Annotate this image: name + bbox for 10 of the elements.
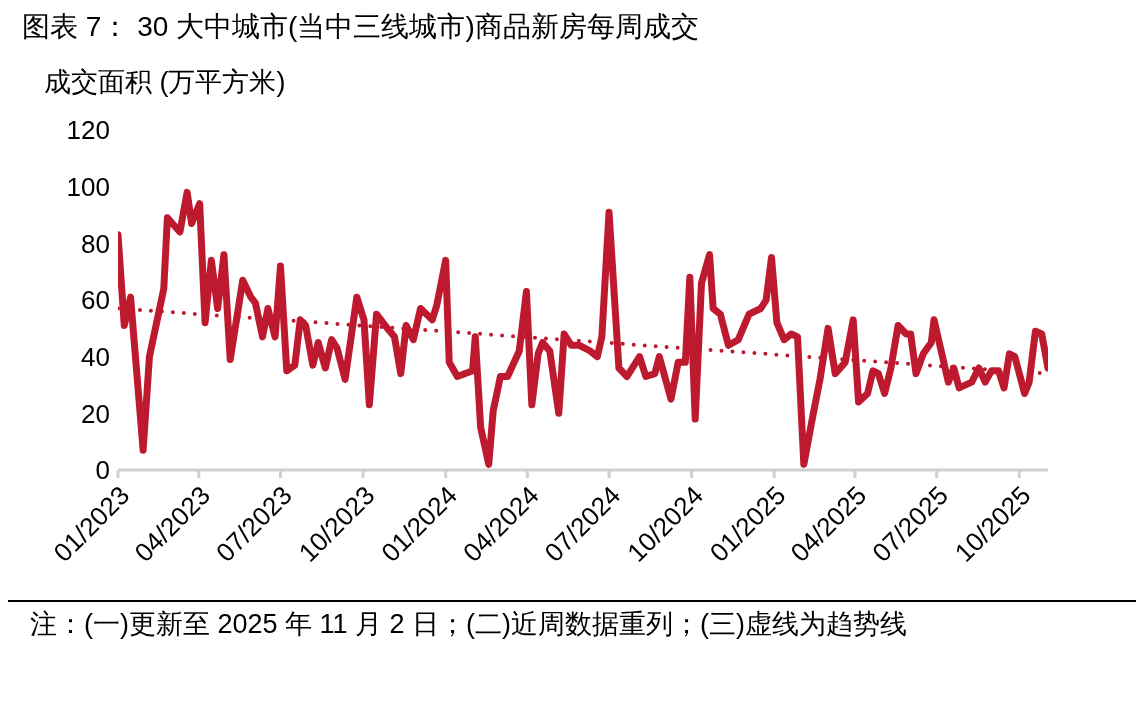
y-tick-label: 40 <box>81 341 110 372</box>
text: 注：(一)更新至 2025 年 11 月 2 日；(二)近周数据重列；(三)虚线为趋势线 <box>30 609 908 639</box>
y-tick-label: 80 <box>81 228 110 259</box>
y-tick-label: 0 <box>95 455 110 486</box>
y-tick-label: 120 <box>66 115 110 146</box>
y-tick-label: 60 <box>81 285 110 316</box>
y-axis-title: 成交面积 (万平方米) <box>44 67 286 97</box>
y-tick-label: 20 <box>81 398 110 429</box>
y-tick-label: 100 <box>66 171 110 202</box>
chart-title: 图表 7： 30 大中城市(当中三线城市)商品新房每周成交 <box>22 11 699 42</box>
